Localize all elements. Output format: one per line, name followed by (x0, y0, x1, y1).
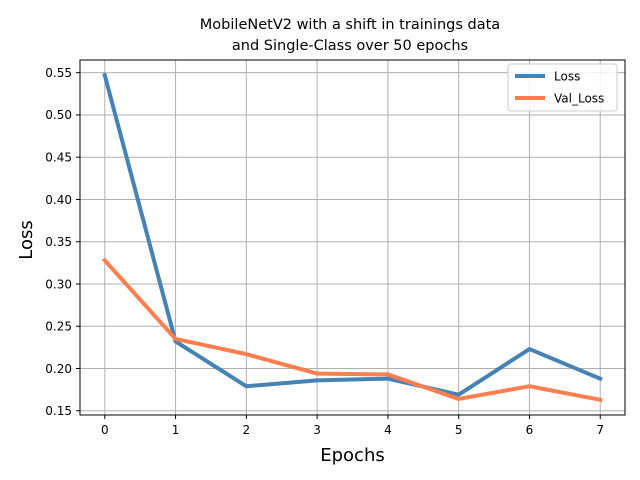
chart-title-line-1: MobileNetV2 with a shift in trainings da… (200, 17, 500, 33)
y-tick-label-0.20: 0.20 (45, 362, 72, 376)
series-line-val-loss (101, 257, 603, 403)
y-tick-label-0.50: 0.50 (45, 108, 72, 122)
y-tick-label-0.45: 0.45 (45, 151, 72, 165)
y-tick-label-0.25: 0.25 (45, 320, 72, 334)
x-tick-label-7: 7 (596, 423, 604, 437)
y-tick-label-0.40: 0.40 (45, 193, 72, 207)
y-tick-label-0.15: 0.15 (45, 404, 72, 418)
axis-ticks: 0 1 2 3 4 5 6 7 0.15 0.20 0.25 0.30 0.35 0.40 0.45 0.50… (45, 66, 604, 437)
grid-lines (80, 60, 625, 415)
series-line-loss (102, 72, 603, 397)
x-tick-label-0: 0 (101, 423, 109, 437)
legend-label-val-loss: Val_Loss (554, 92, 604, 106)
y-tick-label-0.35: 0.35 (45, 235, 72, 249)
x-tick-label-5: 5 (455, 423, 463, 437)
chart-title-line-2: and Single-Class over 50 epochs (232, 38, 468, 54)
x-tick-label-1: 1 (172, 423, 180, 437)
plot-frame (79, 59, 626, 416)
legend: Loss Val_Loss (507, 63, 618, 112)
y-tick-label-0.30: 0.30 (45, 277, 72, 291)
x-tick-label-2: 2 (243, 423, 251, 437)
y-axis-label: Loss (16, 220, 37, 259)
series-lines (101, 72, 603, 403)
y-tick-label-0.55: 0.55 (45, 66, 72, 80)
x-tick-label-4: 4 (384, 423, 392, 437)
x-tick-label-3: 3 (313, 423, 321, 437)
x-axis-label: Epochs (320, 445, 385, 466)
x-tick-label-6: 6 (526, 423, 534, 437)
legend-label-loss: Loss (554, 70, 580, 84)
